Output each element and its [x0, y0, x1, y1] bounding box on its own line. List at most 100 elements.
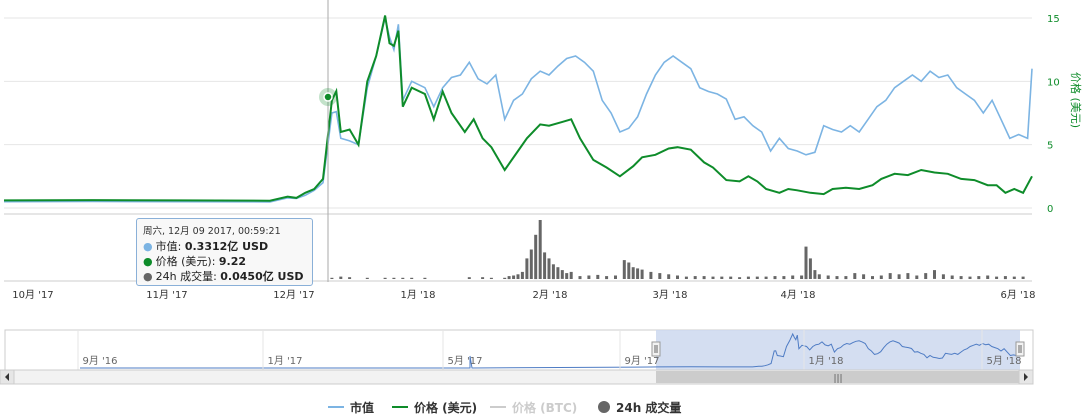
- volume-bar: [871, 276, 874, 280]
- volume-bar: [614, 275, 617, 279]
- volume-bar: [1021, 276, 1025, 279]
- volume-bar: [543, 252, 547, 279]
- tooltip-date: 周六, 12月 09 2017, 00:59:21: [143, 226, 281, 237]
- navigator-tick-label: 5月 '18: [986, 355, 1021, 367]
- volume-bar: [516, 274, 520, 279]
- volume-bar: [773, 276, 777, 280]
- volume-bar: [808, 258, 812, 279]
- volume-bar: [649, 271, 653, 279]
- volume-bar: [410, 277, 414, 279]
- y-tick-label: 10: [1047, 77, 1060, 88]
- scrollbar-thumb[interactable]: [656, 371, 1020, 383]
- volume-bar: [627, 262, 631, 279]
- volume-bar: [551, 264, 555, 280]
- volume-bar: [924, 273, 928, 279]
- navigator-left-handle[interactable]: [651, 341, 661, 357]
- legend-item-volume[interactable]: 24h 成交量: [598, 399, 681, 415]
- volume-bar: [622, 260, 626, 279]
- scrollbar-right-arrow[interactable]: [1018, 369, 1034, 385]
- volume-bar: [817, 274, 821, 279]
- price-line: [3, 15, 1033, 202]
- y-axis-label: 价格 (美元): [1069, 72, 1083, 128]
- volume-bar: [1012, 276, 1016, 279]
- x-tick-label: 3月 '18: [652, 289, 687, 301]
- tooltip-price-row: ● 价格 (美元): 9.22: [143, 254, 306, 269]
- legend-swatch-market-cap: [328, 406, 344, 408]
- volume-bar: [720, 276, 724, 279]
- tooltip-volume-row: ● 24h 成交量: 0.0450亿 USD: [143, 269, 306, 284]
- navigator-tick-label: 9月 '16: [82, 355, 117, 367]
- legend-label-volume: 24h 成交量: [616, 400, 682, 415]
- volume-bar: [933, 270, 936, 279]
- volume-bar: [640, 269, 644, 279]
- volume-bar: [348, 277, 352, 279]
- scrollbar-left-arrow[interactable]: [0, 369, 15, 385]
- volume-bar: [538, 220, 542, 279]
- legend-label-market-cap: 市值: [350, 400, 375, 415]
- volume-bar: [888, 273, 892, 279]
- volume-bar: [503, 277, 507, 279]
- navigator-tick-label: 1月 '17: [267, 355, 302, 367]
- navigator-tick-label: 1月 '18: [808, 355, 843, 367]
- volume-bar: [565, 273, 569, 279]
- tooltip-market-cap-label: 市值:: [155, 240, 182, 253]
- volume-bar: [693, 276, 697, 280]
- navigator[interactable]: 9月 '16 1月 '17 5月 '17 9月 '17 1月 '18 5月 '18 |||: [0, 329, 1034, 385]
- tooltip-volume-label: 24h 成交量:: [155, 270, 217, 283]
- volume-bar: [835, 276, 839, 280]
- volume-bar: [667, 274, 671, 279]
- legend-item-market-cap[interactable]: 市值: [328, 399, 374, 415]
- volume-bar: [596, 274, 600, 279]
- volume-bar: [844, 276, 848, 280]
- volume-bar: [525, 258, 529, 279]
- volume-bar: [587, 275, 591, 279]
- tooltip: 周六, 12月 09 2017, 00:59:21 ● 市值: 0.3312亿 U…: [136, 218, 313, 286]
- volume-bar: [968, 276, 972, 279]
- x-tick-label: 6月 '18: [1000, 289, 1035, 301]
- navigator-tick-label: 9月 '17: [624, 355, 659, 367]
- navigator-right-handle[interactable]: [1015, 341, 1025, 357]
- volume-bar: [804, 246, 808, 280]
- volume-bar: [512, 275, 516, 279]
- volume-bar: [746, 276, 750, 279]
- hover-marker: [323, 92, 333, 102]
- price-dot-icon: ●: [143, 255, 153, 268]
- volume-bar: [556, 267, 560, 279]
- volume-bar: [676, 275, 679, 279]
- x-tick-label: 1月 '18: [400, 289, 435, 301]
- volume-bar: [906, 273, 910, 279]
- tooltip-volume-value: 0.0450亿 USD: [220, 270, 304, 283]
- legend-item-price-usd[interactable]: 价格 (美元): [392, 399, 477, 415]
- legend-item-price-btc[interactable]: 价格 (BTC): [490, 399, 577, 415]
- volume-bar: [738, 277, 742, 279]
- legend-label-price-usd: 价格 (美元): [414, 400, 478, 415]
- market-cap-line: [3, 17, 1033, 203]
- volume-bar: [950, 275, 954, 279]
- tooltip-market-cap-row: ● 市值: 0.3312亿 USD: [143, 239, 306, 254]
- volume-bar: [529, 249, 533, 279]
- volume-bar: [392, 277, 396, 279]
- volume-bar: [826, 275, 830, 279]
- volume-bar: [853, 273, 857, 279]
- legend-swatch-volume: [598, 401, 610, 413]
- volume-bar: [879, 275, 883, 279]
- volume-bar: [534, 234, 538, 280]
- y-tick-label: 5: [1047, 141, 1053, 152]
- x-tick-label: 2月 '18: [532, 289, 567, 301]
- volume-bar: [467, 277, 471, 279]
- x-tick-label: 10月 '17: [12, 289, 53, 301]
- volume-bar: [658, 273, 662, 279]
- volume-bar: [791, 275, 795, 279]
- volume-bar: [520, 271, 524, 279]
- legend-swatch-price-usd: [392, 406, 408, 408]
- volume-bar: [1003, 276, 1007, 280]
- volume-bar: [560, 270, 564, 279]
- volume-bar: [578, 276, 582, 280]
- y-axis-ticks: 0 5 10 15: [1047, 14, 1060, 215]
- x-axis-ticks: 10月 '17 11月 '17 12月 '17 1月 '18 2月 '18 3月 '18 4…: [12, 289, 1035, 301]
- volume-bar: [569, 271, 573, 279]
- volume-bar: [365, 277, 369, 279]
- legend: 市值 价格 (美元) 价格 (BTC) 24h 成交量: [0, 396, 1092, 418]
- navigator-ticks: 9月 '16 1月 '17 5月 '17 9月 '17 1月 '18 5月 '18: [77, 330, 1022, 370]
